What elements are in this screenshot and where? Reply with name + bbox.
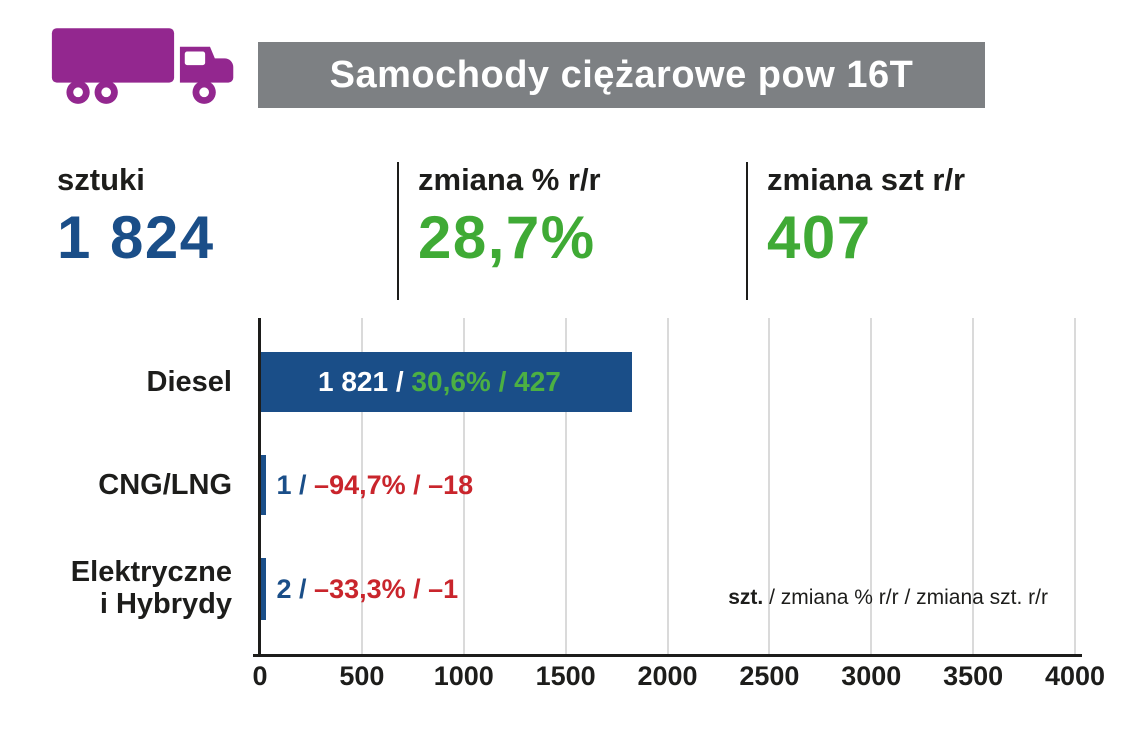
x-tick-label: 4000 bbox=[1044, 661, 1106, 691]
chart-row-cng-lng: 1 / –94,7% / –18 bbox=[261, 455, 473, 515]
stat-change-pct-label: zmiana % r/r bbox=[418, 162, 601, 197]
gridline bbox=[972, 318, 975, 655]
chart-row-electric-hybrid: 2 / –33,3% / –1 bbox=[261, 558, 458, 620]
bar-value: 2 / bbox=[276, 573, 307, 604]
x-axis-line bbox=[253, 654, 1082, 657]
stat-change-pct-value: 28,7% bbox=[418, 204, 596, 271]
category-label-diesel: Diesel bbox=[146, 366, 232, 398]
stat-units-value: 1 824 bbox=[57, 204, 215, 271]
x-tick-label: 1500 bbox=[535, 661, 596, 691]
y-axis-line bbox=[258, 318, 261, 655]
category-labels: Diesel CNG/LNG Elektryczne i Hybrydy bbox=[0, 318, 232, 655]
stat-change-units: zmiana szt r/r 407 bbox=[767, 162, 965, 272]
title-banner: Samochody ciężarowe pow 16T bbox=[258, 42, 985, 108]
category-label-electric-hybrid: Elektryczne i Hybrydy bbox=[0, 556, 232, 620]
x-tick-label: 3000 bbox=[841, 661, 902, 691]
gridline bbox=[870, 318, 873, 655]
stat-change-units-value: 407 bbox=[767, 204, 872, 271]
stat-units: sztuki 1 824 bbox=[57, 162, 215, 272]
category-label-cng-lng: CNG/LNG bbox=[98, 469, 232, 501]
legend-bold: szt. bbox=[728, 586, 764, 609]
bar-cng-lng bbox=[261, 455, 266, 515]
stat-divider bbox=[397, 162, 399, 300]
x-tick-label: 0 bbox=[252, 661, 268, 691]
page-title: Samochody ciężarowe pow 16T bbox=[329, 53, 914, 96]
bar-change: 30,6% / 427 bbox=[411, 366, 561, 397]
bar-value: 1 / bbox=[276, 469, 307, 500]
x-tick-label: 3500 bbox=[943, 661, 1004, 691]
gridline bbox=[768, 318, 771, 655]
x-tick-label: 2500 bbox=[739, 661, 800, 691]
stat-divider bbox=[746, 162, 748, 300]
x-axis: 0 500 1000 1500 2000 2500 3000 3500 4000 bbox=[252, 661, 1105, 695]
bar-change: –94,7% / –18 bbox=[314, 469, 474, 500]
bar-value: 1 821 / bbox=[318, 366, 404, 397]
bar-electric-hybrid bbox=[261, 558, 266, 620]
x-tick-label: 2000 bbox=[637, 661, 698, 691]
chart-row-diesel: 1 821 / 30,6% / 427 bbox=[261, 352, 633, 412]
stat-units-label: sztuki bbox=[57, 162, 145, 197]
stat-change-pct: zmiana % r/r 28,7% bbox=[418, 162, 601, 272]
category-label-line2: i Hybrydy bbox=[99, 588, 232, 620]
x-tick-label: 500 bbox=[339, 661, 385, 691]
bar-diesel: 1 821 / 30,6% / 427 bbox=[261, 352, 633, 412]
gridline bbox=[462, 318, 465, 655]
bar-cng-lng-text: 1 / –94,7% / –18 bbox=[277, 470, 474, 501]
chart-legend: szt. / zmiana % r/r / zmiana szt. r/r bbox=[728, 586, 1048, 610]
bar-change: –33,3% / –1 bbox=[314, 573, 459, 604]
bar-diesel-text: 1 821 / 30,6% / 427 bbox=[318, 352, 561, 412]
legend-rest: / zmiana % r/r / zmiana szt. r/r bbox=[763, 586, 1048, 609]
category-label-line1: Elektryczne bbox=[70, 556, 232, 588]
stat-change-units-label: zmiana szt r/r bbox=[767, 162, 966, 197]
gridline bbox=[1074, 318, 1076, 655]
x-tick-label: 1000 bbox=[433, 661, 494, 691]
gridline bbox=[360, 318, 363, 655]
gridline bbox=[564, 318, 567, 655]
bar-electric-hybrid-text: 2 / –33,3% / –1 bbox=[277, 574, 459, 605]
chart-plot-area: 1 821 / 30,6% / 427 1 / –94,7% / –18 2 /… bbox=[258, 318, 1076, 655]
gridline bbox=[666, 318, 669, 655]
truck-icon bbox=[51, 28, 234, 104]
